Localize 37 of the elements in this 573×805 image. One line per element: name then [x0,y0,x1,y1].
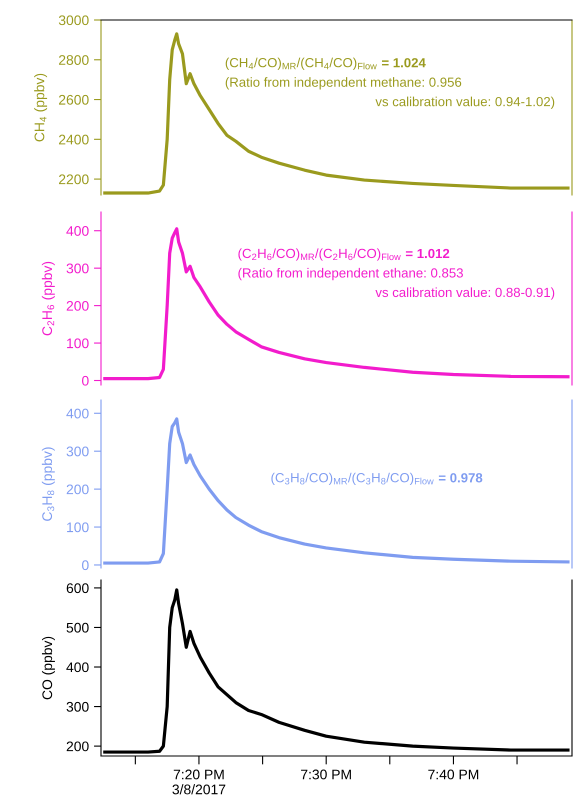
x-tick-label: 7:30 PM [301,770,351,780]
y-tick-label: 100 [67,522,89,532]
y-tick-label: 400 [66,408,89,418]
y-axis-title: C$_{2}$H$_{6}$ (ppbv) [42,262,55,336]
annotation: (Ratio from independent methane: 0.956 [226,77,462,90]
annotation: vs calibration value: 0.94-1.02) [375,96,554,109]
y-tick-label: 300 [66,702,89,712]
y-tick-label: 400 [66,226,89,236]
annotation: = 0.978 [438,473,482,482]
annotation: vs calibration value: 0.88-0.91) [375,287,554,300]
text: (C$_{3}$H$_{8}$/CO)$_{MR}$/(C$_{3}$H$_{8}$/CO)$_{Flow}$ [271,472,434,485]
y-tick-label: 500 [66,622,89,633]
y-tick-label: 600 [66,583,89,594]
x-tick-label: 7:40 PM [428,770,478,780]
y-tick-label: 200 [66,484,89,494]
y-axis-title: CH$_{4}$ (ppbv) [34,74,48,142]
y-tick-label: 400 [66,662,89,672]
y-axis-title: C$_{3}$H$_{8}$ (ppbv) [42,447,55,521]
y-tick-label: 2400 [59,134,89,144]
y-axis-title: CO (ppbv) [42,636,55,700]
y-tick-label: 300 [66,264,89,274]
annotation: = 1.024 [382,58,426,68]
y-tick-label: 3000 [58,15,89,26]
annotation: (CH$_{4}$/CO)$_{MR}$/(CH$_{4}$/CO)$_{Flow}$ [226,58,377,70]
y-tick-label: 0 [82,376,89,386]
y-tick-label: 0 [82,560,89,570]
y-tick-label: 200 [66,300,89,311]
y-tick-label: 2800 [59,55,89,65]
y-tick-label: 300 [66,446,89,456]
x-tick-label: 7:20 PM 3/8/2017 [172,770,226,794]
annotation: (Ratio from independent ethane: 0.853 [238,268,463,280]
annotation: = 1.012 [406,248,450,258]
y-tick-label: 100 [67,338,89,348]
text: (C$_{2}$H$_{6}$/CO)$_{MR}$/(C$_{2}$H$_{6}$/CO)$_{Flow}$ [238,248,401,261]
y-tick-label: 2200 [59,174,89,184]
y-tick-label: 2600 [59,94,89,105]
y-tick-label: 200 [66,741,89,752]
